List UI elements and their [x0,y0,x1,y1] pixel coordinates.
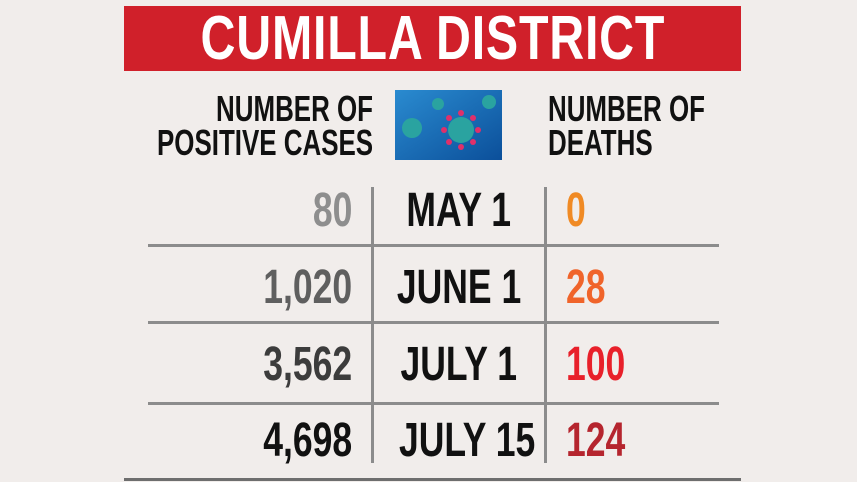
cases-value: 3,562 [232,340,352,390]
date-label-text: JULY 1 [400,338,518,391]
cases-header: NUMBER OF POSITIVE CASES [73,88,373,163]
cases-value-text: 4,698 [263,414,352,467]
date-label: JULY 1 [375,340,543,390]
deaths-value: 124 [566,416,646,466]
date-label-text: JULY 15 [398,414,536,467]
deaths-value-text: 124 [566,414,626,467]
cases-value-text: 1,020 [263,261,352,314]
row-divider [148,402,719,405]
coronavirus-image [395,90,502,160]
bottom-rule [124,478,741,481]
date-label-text: JUNE 1 [396,261,522,314]
cases-value: 4,698 [232,416,352,466]
row-divider [148,244,719,247]
cases-header-line1: NUMBER OF [216,88,373,129]
virus-particle [432,98,444,110]
column-divider [371,187,374,463]
date-label: MAY 1 [375,186,543,236]
deaths-value: 0 [566,186,593,236]
title-banner: CUMILLA DISTRICT [124,6,741,71]
title-text: CUMILLA DISTRICT [200,4,665,73]
date-label: JUNE 1 [375,263,543,313]
row-divider [148,321,719,324]
deaths-header-line1: NUMBER OF [548,88,705,129]
deaths-header-line2: DEATHS [548,122,653,163]
cases-value-text: 80 [312,184,352,237]
deaths-header: NUMBER OF DEATHS [548,88,766,163]
title: CUMILLA DISTRICT [124,8,741,70]
column-divider [544,187,547,463]
deaths-value: 28 [566,263,619,313]
deaths-value: 100 [566,340,646,390]
virus-particle [441,110,481,150]
virus-particle [482,95,496,109]
deaths-value-text: 28 [566,261,606,314]
date-label-text: MAY 1 [406,184,512,237]
virus-particle [402,118,422,138]
cases-value-text: 3,562 [263,338,352,391]
cases-value: 1,020 [232,263,352,313]
deaths-value-text: 100 [566,338,626,391]
cases-header-line2: POSITIVE CASES [156,122,373,163]
cases-value: 80 [299,186,352,236]
deaths-value-text: 0 [566,184,586,237]
date-label: JULY 15 [375,416,543,466]
